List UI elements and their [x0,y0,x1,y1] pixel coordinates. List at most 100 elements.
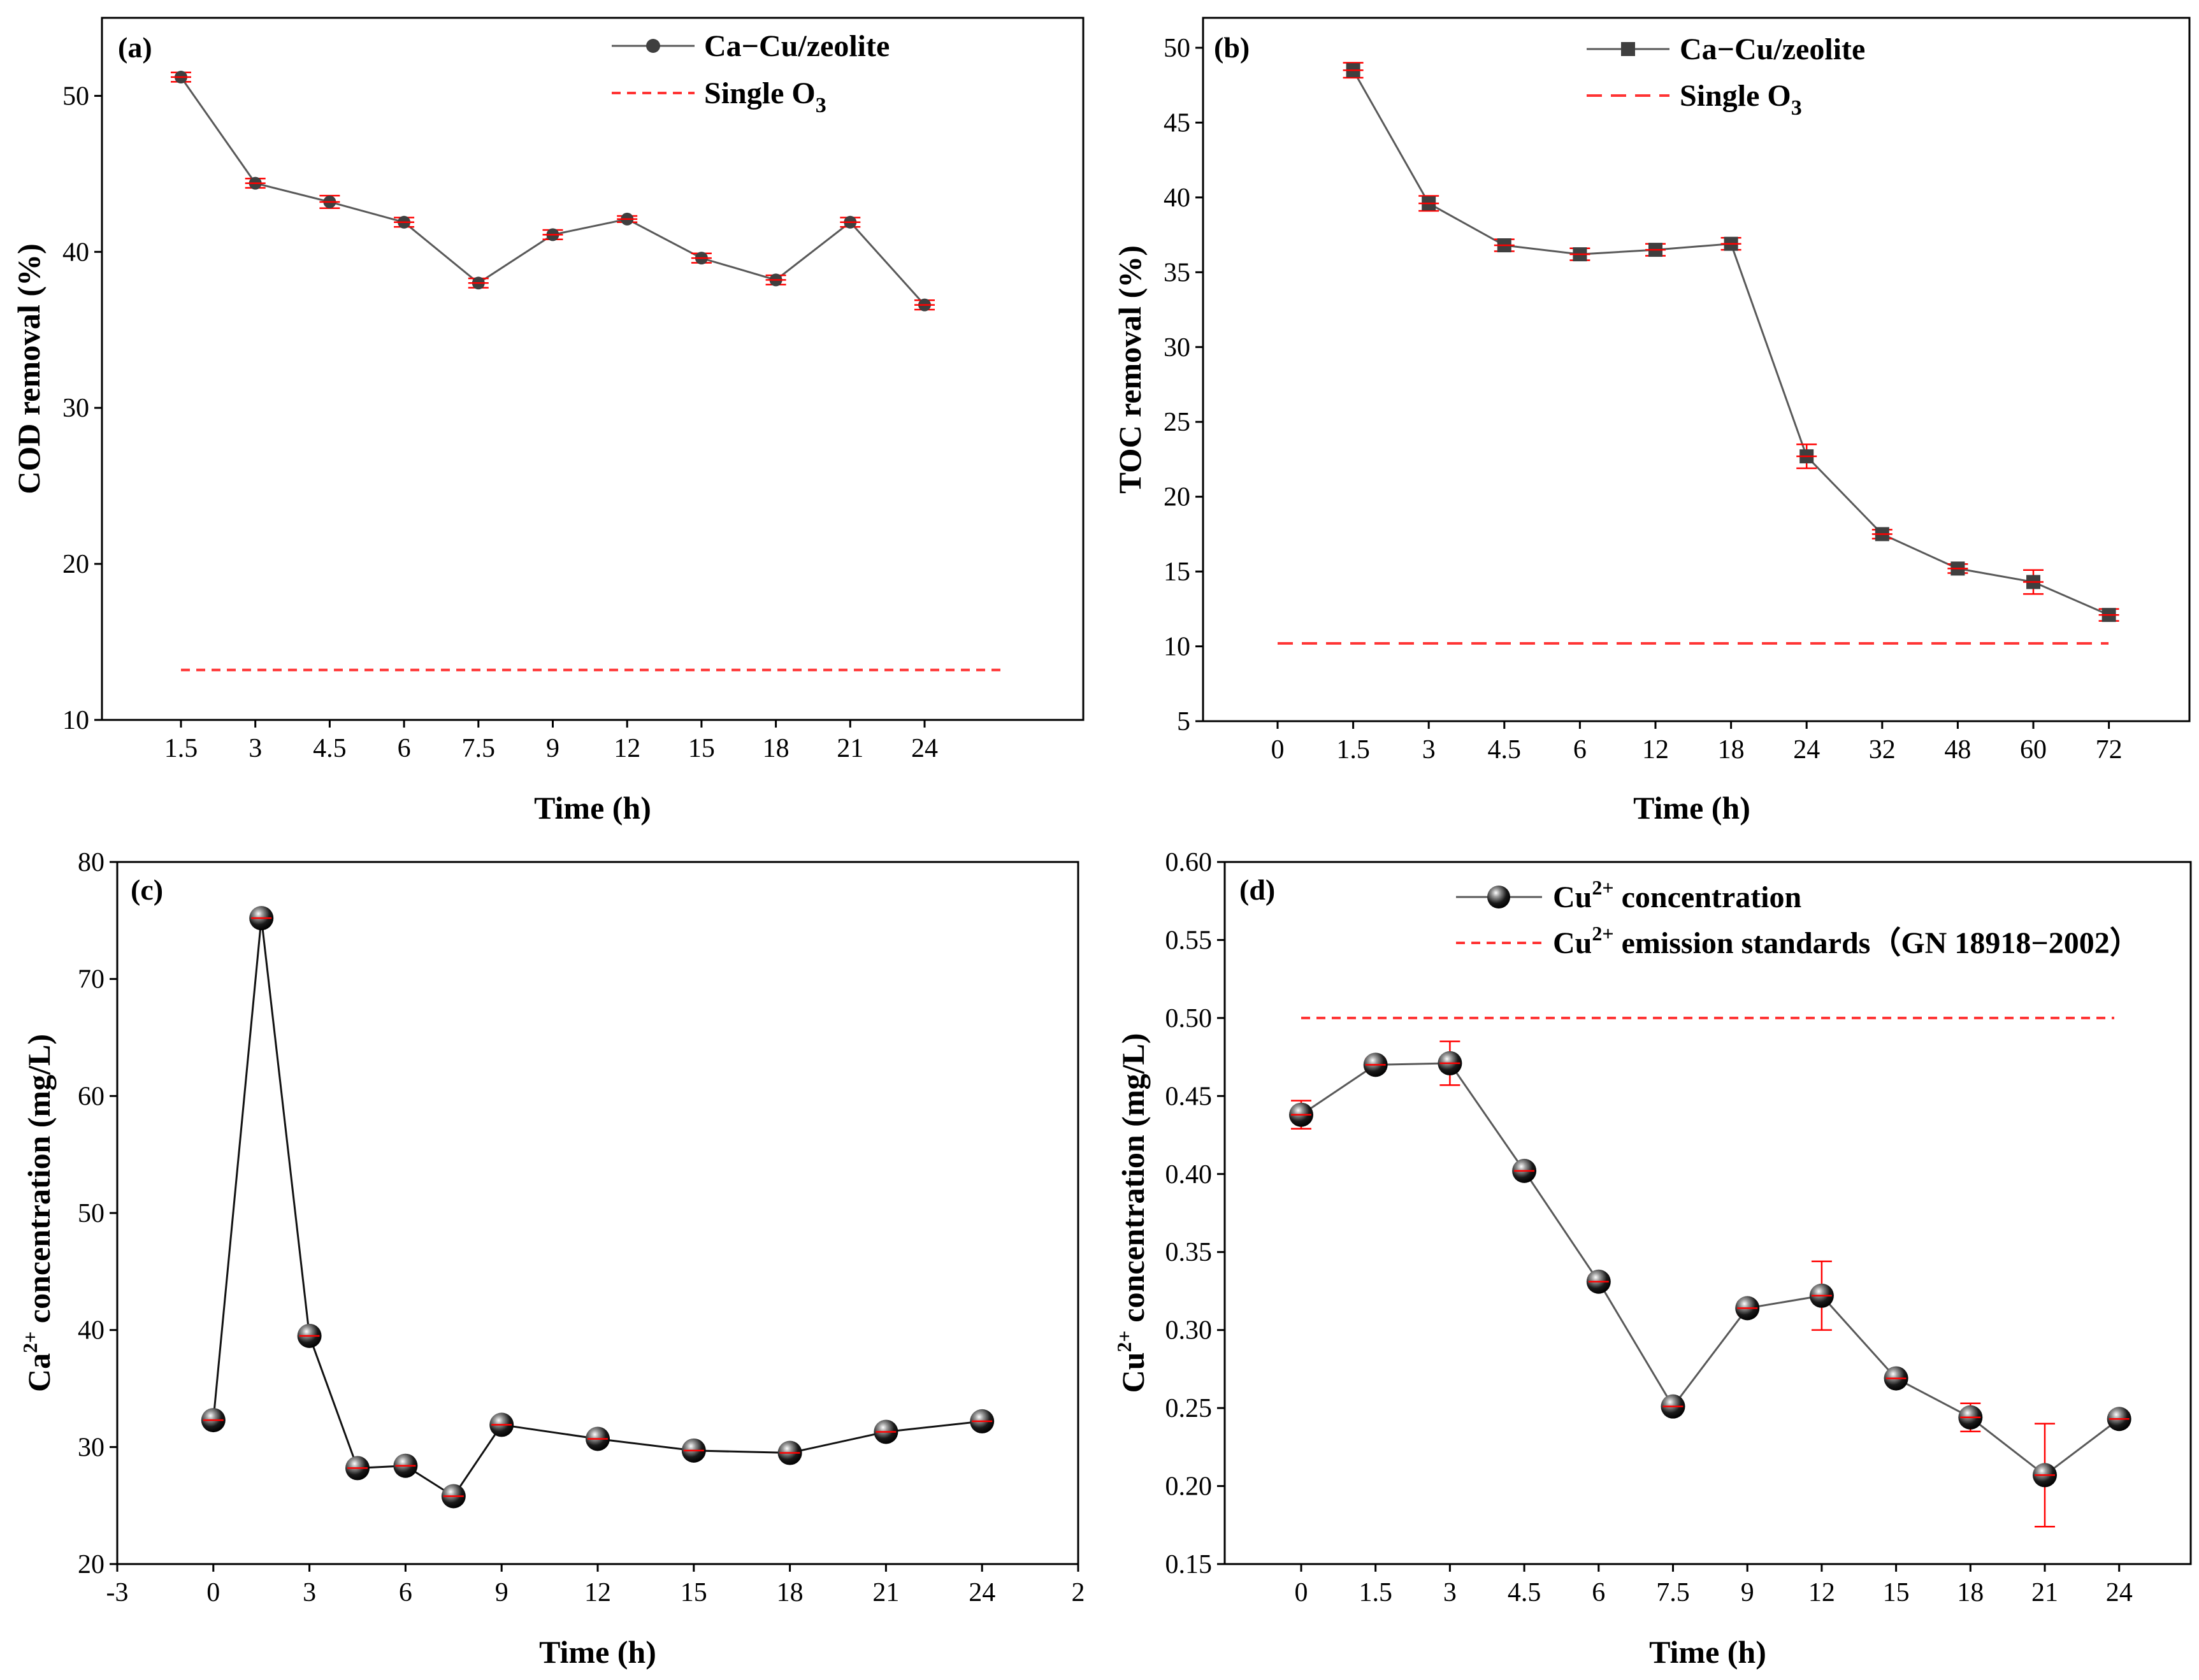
panel-b-xtick-label: 4.5 [1488,735,1522,765]
panel-b-ytick-label: 30 [1164,333,1190,363]
panel-b-ytick-label: 10 [1164,633,1190,662]
panel-d-ytick-label: 0.40 [1165,1160,1213,1189]
panel-b-xtick-label: 0 [1271,735,1285,765]
panel-b: 5 10 15 20 25 30 35 40 45 50 0 1.5 3 4.5 6 12 18 24 32 48 60… [1112,17,2191,826]
panel-a-ytick-label: 10 [62,706,89,735]
panel-d-legend-series-ion: Cu [1553,880,1592,914]
panel-c-plot: 20 30 40 50 60 70 80 -3 0 3 6 9 12 15 18 21 24 2 [78,848,1085,1607]
panel-c-xtick-label: 15 [681,1578,707,1607]
panel-d-ylabel-ion: Cu [1115,1352,1151,1393]
panel-d-xtick-label: 9 [1741,1578,1754,1607]
panel-d-ytick-label: 0.20 [1165,1472,1213,1502]
panel-a-xlabel: Time (h) [534,790,651,826]
panel-a-legend-ref-name: Single O [704,76,816,110]
panel-b-ytick-label: 35 [1164,258,1190,287]
panel-d-legend-series-sup: 2+ [1592,876,1613,899]
panel-b-xtick-label: 32 [1869,735,1896,765]
panel-c-ylabel: Ca2+ concentration (mg/L) [18,1034,57,1392]
panel-b-xtick-label: 3 [1422,735,1436,765]
panel-c-xtick-label: 6 [399,1578,412,1607]
panel-c-xtick-label: 21 [872,1578,899,1607]
panel-d-ylabel: Cu2+ concentration (mg/L) [1113,1033,1151,1393]
panel-a-xtick-label: 21 [837,734,863,763]
panel-c-xtick-label: 0 [206,1578,220,1607]
panel-c-xtick-label: -3 [106,1578,129,1607]
panel-a-xtick-label: 18 [763,734,789,763]
panel-d-series-line [1301,1062,2120,1477]
panel-d: 0.15 0.20 0.25 0.30 0.35 0.40 0.45 0.50 0.55 0.60… [1113,848,2192,1670]
panel-d-ytick-label: 0.55 [1165,926,1213,955]
panel-a-legend-series-marker [646,39,660,53]
panel-d-ytick-label: 0.35 [1165,1238,1213,1267]
panel-d-xtick-label: 6 [1592,1578,1605,1607]
panel-a-ylabel: COD removal (%) [11,243,47,494]
panel-a-xtick-label: 7.5 [462,734,496,763]
panel-b-xtick-label: 60 [2020,735,2047,765]
panel-a-ytick-label: 40 [62,238,89,267]
panel-b-xtick-label: 1.5 [1336,735,1370,765]
panel-c-ytick-label: 40 [78,1316,105,1346]
panel-d-xtick-label: 4.5 [1508,1578,1541,1607]
panel-c-ytick-label: 20 [78,1550,105,1579]
panel-c-ytick-label: 80 [78,848,105,877]
panel-d-legend-ref-rest: emission standards（GN 18918−2002） [1614,926,2140,960]
panel-b-xtick-label: 72 [2096,735,2123,765]
panel-b-plot: 5 10 15 20 25 30 35 40 45 50 0 1.5 3 4.5 6 12 18 24 32 48 60… [1164,34,2123,765]
panel-b-ytick-label: 25 [1164,408,1190,437]
panel-c-xtick-label: 2 [1072,1578,1085,1607]
panel-d-legend-ref-sup: 2+ [1592,922,1613,945]
panel-d-ytick-label: 0.25 [1165,1394,1213,1423]
panel-b-legend: Ca−Cu/zeolite Single O3 [1587,32,1865,120]
panel-a-ytick-label: 20 [62,550,89,579]
panel-c-ylabel-sup: 2+ [18,1332,41,1353]
panel-c-xtick-label: 18 [777,1578,804,1607]
panel-d-ylabel-rest: concentration (mg/L) [1115,1033,1151,1331]
panel-c-ylabel-ion: Ca [21,1353,57,1392]
panel-c-ytick-label: 70 [78,965,105,994]
panel-d-xtick-label: 18 [1957,1578,1984,1607]
panel-d-ylabel-sup: 2+ [1113,1330,1136,1352]
panel-b-xtick-label: 12 [1642,735,1669,765]
panel-a-xtick-label: 1.5 [164,734,198,763]
panel-d-frame [1223,861,2192,1565]
panel-b-xtick-label: 6 [1573,735,1587,765]
panel-d-legend: Cu2+ concentration Cu2+ emission standar… [1456,876,2140,960]
panel-a-tag: (a) [118,31,152,64]
panel-a: 10 20 30 40 50 1.5 3 4.5 6 7.5 9 12 15 18 21 24 (a) COD… [11,17,1085,826]
panel-b-legend-series-label: Ca−Cu/zeolite [1680,32,1865,66]
panel-b-xtick-label: 48 [1944,735,1971,765]
panel-d-xtick-label: 21 [2031,1578,2058,1607]
panel-d-legend-series-marker [1487,886,1510,908]
panel-c-frame [116,861,1079,1565]
panel-a-xtick-label: 9 [546,734,559,763]
panel-a-xtick-label: 6 [398,734,411,763]
panel-b-legend-ref-label: Single O3 [1680,79,1802,120]
panel-d-ytick-label: 0.45 [1165,1082,1213,1111]
panel-d-ytick-label: 0.50 [1165,1004,1213,1033]
panel-c-series-line [212,917,983,1498]
panel-b-xtick-label: 18 [1718,735,1745,765]
panel-b-ytick-label: 45 [1164,108,1190,138]
panel-b-ytick-label: 15 [1164,557,1190,587]
panel-c-xtick-label: 24 [969,1578,995,1607]
panel-d-xtick-label: 24 [2106,1578,2133,1607]
panel-b-ytick-label: 40 [1164,183,1190,213]
panel-d-ytick-label: 0.60 [1165,848,1213,877]
panel-a-ytick-label: 30 [62,394,89,423]
panel-a-xtick-label: 12 [614,734,640,763]
panel-b-xtick-label: 24 [1793,735,1820,765]
panel-b-frame [1202,17,2191,722]
panel-a-xtick-label: 3 [249,734,262,763]
panel-c-xlabel: Time (h) [539,1634,656,1670]
panel-b-ytick-label: 50 [1164,34,1190,63]
panel-a-plot: 10 20 30 40 50 1.5 3 4.5 6 7.5 9 12 15 18 21 24 [62,71,1004,763]
panel-d-xtick-label: 1.5 [1359,1578,1392,1607]
panel-d-legend-series-rest: concentration [1614,880,1802,914]
panel-c-ytick-label: 60 [78,1082,105,1111]
panel-d-legend-series-label: Cu2+ concentration [1553,876,1801,914]
panel-a-series-line [180,76,926,306]
panel-a-legend-ref-label: Single O3 [704,76,826,117]
panel-d-xtick-label: 0 [1295,1578,1308,1607]
panel-c-ytick-label: 50 [78,1199,105,1228]
